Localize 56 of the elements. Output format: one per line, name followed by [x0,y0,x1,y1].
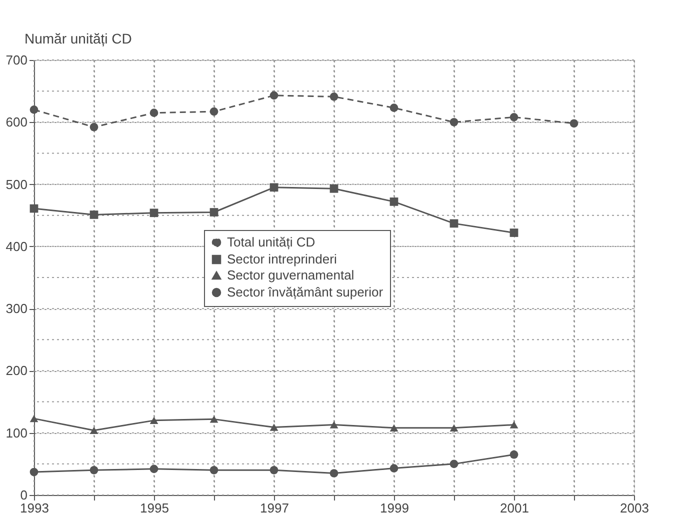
point [450,118,458,126]
point [150,108,158,117]
point [390,104,398,112]
point [510,228,518,237]
point [30,204,38,213]
point [90,122,98,132]
point [510,421,518,428]
point [150,416,158,424]
point [270,466,278,474]
point [150,208,158,218]
y-axis-title: Număr unități CD [24,30,132,46]
x-tick-label: 1993 [20,500,49,516]
point [210,466,218,474]
y-tick-label: 100 [6,425,28,440]
point [330,92,338,101]
point [330,469,338,478]
point [450,460,458,468]
legend-label: Total unități CD [227,234,316,250]
x-tick-label: 1999 [380,500,409,516]
point [330,421,338,428]
point [210,208,218,216]
y-tick-label: 200 [6,363,28,378]
point [570,119,578,128]
point [390,198,398,206]
point [390,424,398,432]
point [90,210,98,219]
point [90,426,98,434]
point [90,466,98,474]
y-tick-label: 700 [6,52,28,68]
point [30,414,38,422]
x-tick-label: 2001 [500,500,529,516]
legend-label: Sector învățământ superior [227,284,384,300]
legend-label: Sector intreprinderi [227,252,337,266]
point [270,183,278,192]
point [450,424,458,432]
y-tick-label: 300 [6,301,28,316]
point [210,107,218,116]
point [270,424,278,431]
point [150,464,158,474]
x-tick-label: 1997 [260,500,289,516]
point [210,416,218,423]
point [390,464,398,472]
legend-label: Sector guvernamental [227,268,354,282]
point [510,112,518,122]
point [450,219,458,228]
y-tick-label: 600 [6,114,28,130]
y-tick-label: 400 [6,238,28,254]
point [510,450,518,459]
x-tick-label: 1995 [140,500,169,516]
point [30,468,38,476]
point [330,184,338,193]
point [30,106,38,114]
x-tick-label: 2003 [620,500,649,516]
y-tick-label: 500 [6,176,28,192]
y-tick-label: 0 [20,488,28,502]
point [270,91,278,100]
